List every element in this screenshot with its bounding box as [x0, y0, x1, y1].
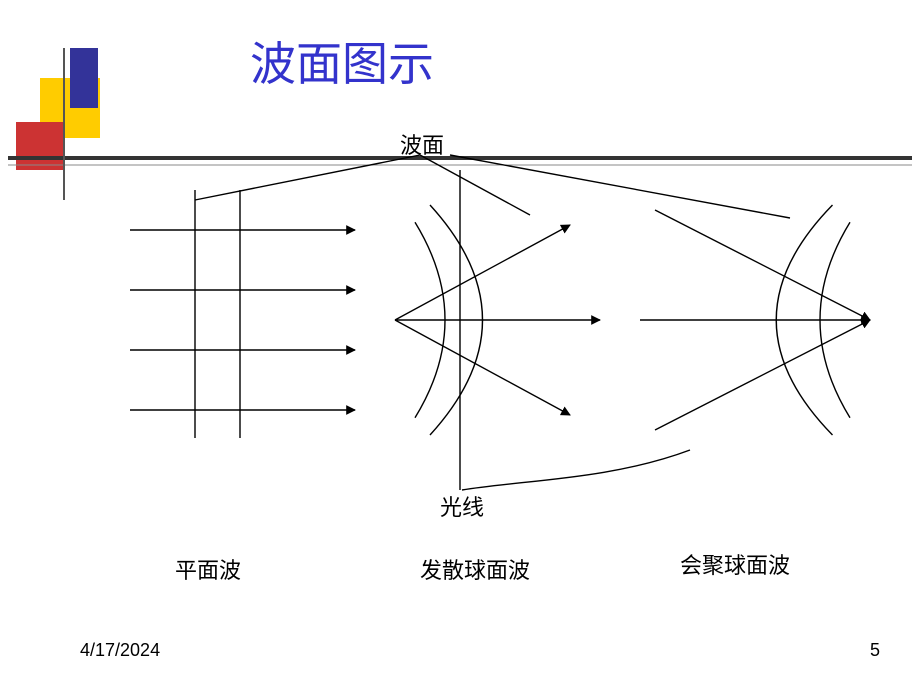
- wave-diagram: [0, 0, 920, 690]
